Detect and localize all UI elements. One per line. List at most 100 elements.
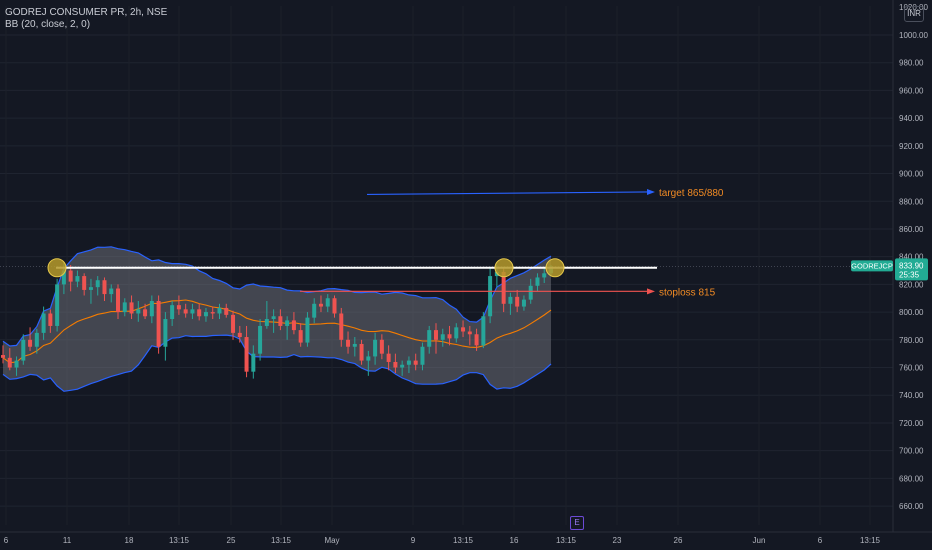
candle-body [197,309,202,317]
candle-body [41,313,46,333]
target-label: target 865/880 [659,188,724,199]
candle-body [95,280,100,288]
target-arrow-head [647,188,655,195]
candle-body [190,309,195,314]
candle-body [406,360,411,365]
bollinger-band-fill [3,246,551,392]
candle-body [176,305,181,310]
y-tick-label: 920.00 [899,142,924,151]
x-tick-label: 13:15 [169,536,190,545]
candle-body [440,334,445,340]
candle-body [271,316,276,320]
x-tick-label: 25 [227,536,236,545]
candle-body [318,303,323,307]
y-tick-label: 900.00 [899,170,924,179]
y-tick-label: 780.00 [899,336,924,345]
currency-badge[interactable]: INR [904,6,924,22]
candle-body [461,327,466,332]
candle-body [393,361,398,368]
candle-body [149,301,154,317]
y-tick-label: 880.00 [899,197,924,206]
x-tick-label: 18 [125,536,134,545]
y-tick-label: 960.00 [899,86,924,95]
touch-marker [545,258,565,278]
x-tick-label: 23 [613,536,622,545]
candle-body [332,298,337,314]
candle-body [352,343,357,347]
candle-body [48,313,53,326]
candle-body [433,330,438,340]
y-tick-label: 980.00 [899,59,924,68]
candle-body [413,360,418,365]
candle-body [244,337,249,372]
candle-body [116,288,121,313]
candle-body [291,320,296,331]
x-tick-label: 6 [4,536,9,545]
y-tick-label: 660.00 [899,502,924,511]
candle-body [156,301,161,347]
candle-body [298,330,303,343]
bollinger-basis-line [2,299,552,364]
candle-body [143,309,148,317]
candle-body [454,327,459,339]
y-tick-label: 860.00 [899,225,924,234]
candle-body [535,277,540,286]
candle-body [481,316,486,346]
candle-body [339,313,344,340]
candle-body [55,284,60,326]
x-tick-label: 13:15 [453,536,474,545]
y-tick-label: 700.00 [899,447,924,456]
candle-body [231,314,236,333]
candle-body [88,287,93,290]
candle-body [203,312,208,317]
candle-body [312,303,317,318]
y-tick-label: 760.00 [899,364,924,373]
price-tag-countdown: 25:35 [899,270,920,279]
candle-body [28,339,33,347]
x-tick-label: Jun [753,536,766,545]
candle-body [183,309,188,314]
price-tag-value: 833.90 [899,261,924,270]
stoploss-arrow-head [647,288,655,295]
candle-body [528,285,533,300]
candle-body [7,357,12,368]
stoploss-label: stoploss 815 [659,287,716,298]
events-button[interactable]: E [570,516,584,530]
touch-marker [494,258,514,278]
candle-body [237,332,242,338]
candle-body [379,339,384,354]
candle-body [82,276,87,290]
candle-body [21,339,26,361]
candle-body [346,339,351,347]
candle-body [68,270,73,282]
candle-body [386,353,391,362]
bollinger-upper-line [2,246,552,347]
x-tick-label: 26 [674,536,683,545]
candle-body [467,331,472,335]
x-tick-label: 13:15 [556,536,577,545]
y-tick-label: 740.00 [899,391,924,400]
x-tick-label: 13:15 [860,536,881,545]
x-tick-label: 11 [63,536,72,545]
candle-body [521,299,526,307]
candle-body [264,319,269,326]
candle-body [14,360,19,368]
symbol-legend[interactable]: GODREJ CONSUMER PR, 2h, NSE [5,7,168,18]
ticker-tag [851,260,893,272]
bollinger-lower-line [2,334,552,392]
y-tick-label: 940.00 [899,114,924,123]
candle-body [488,276,493,317]
x-tick-label: 6 [818,536,823,545]
y-tick-label: 1000.00 [899,31,928,40]
candle-body [447,334,452,339]
candle-body [501,271,506,304]
candle-body [278,316,283,326]
y-tick-label: 820.00 [899,280,924,289]
candle-body [61,270,66,285]
candle-body [163,319,168,347]
indicator-legend[interactable]: BB (20, close, 2, 0) [5,19,91,30]
candle-body [305,317,310,343]
candle-body [102,280,107,295]
